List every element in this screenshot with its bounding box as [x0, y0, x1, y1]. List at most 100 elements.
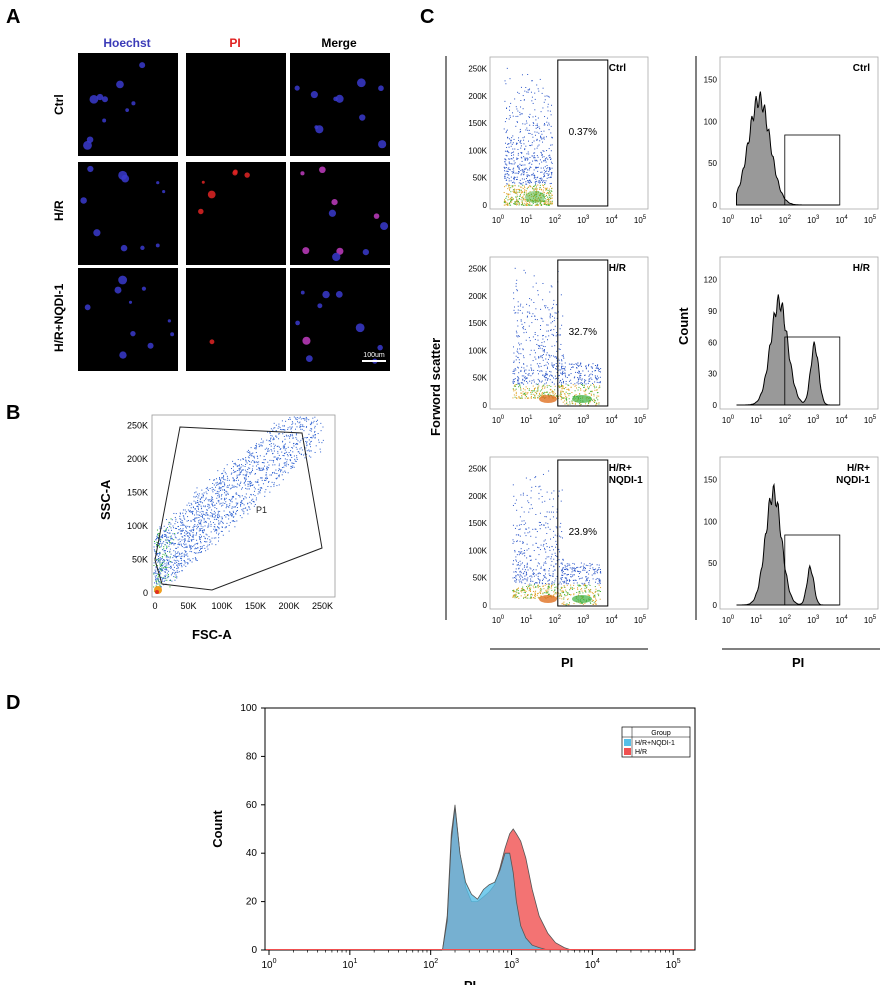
scatter-y-tick: 100K: [468, 346, 487, 355]
y-tick-label: 50K: [132, 555, 148, 565]
gate-percent: 0.37%: [569, 127, 597, 138]
x-tick-label: 100: [722, 415, 735, 425]
scatter-y-tick: 0: [483, 601, 488, 610]
x-tick-label: 100: [492, 415, 505, 425]
hist-group-label: H/R: [853, 263, 871, 274]
y-tick-label: 80: [246, 751, 258, 762]
y-tick-label: 40: [246, 848, 258, 859]
x-tick-label: 104: [605, 215, 618, 225]
x-tick-label: 103: [807, 415, 820, 425]
scatter-y-tick: 250K: [468, 464, 487, 473]
panel-a-row-label: H/R: [52, 200, 66, 221]
scatter-group-label: H/R: [609, 263, 627, 274]
micrograph: [78, 162, 178, 265]
x-tick-label: 101: [520, 415, 533, 425]
x-tick-label: 250K: [312, 601, 333, 611]
scatter-y-tick: 100K: [468, 546, 487, 555]
gate-percent: 23.9%: [569, 527, 597, 538]
x-tick-label: 104: [835, 615, 848, 625]
x-tick-label: 104: [605, 615, 618, 625]
series-area: [442, 807, 565, 951]
scatter-group-label: Ctrl: [609, 63, 626, 74]
y-tick-label: 0: [251, 945, 257, 956]
x-tick-label: 101: [750, 415, 763, 425]
panel-a-col-merge: Merge: [321, 36, 357, 50]
x-tick-label: 101: [342, 958, 357, 971]
x-tick-label: 105: [864, 415, 877, 425]
y-tick-label: 60: [246, 800, 258, 811]
scatter-y-tick: 50K: [473, 574, 488, 583]
x-tick-label: 104: [585, 958, 600, 971]
hist-y-tick: 90: [708, 307, 717, 316]
x-tick-label: 102: [779, 415, 792, 425]
x-tick-label: 104: [835, 215, 848, 225]
x-tick-label: 100: [722, 215, 735, 225]
micrograph: [186, 268, 286, 371]
x-tick-label: 101: [750, 615, 763, 625]
hist-y-tick: 0: [713, 601, 718, 610]
scatter-group-label-2: NQDI-1: [609, 475, 643, 486]
hist-y-tick: 150: [704, 76, 718, 85]
scatter-y-tick: 150K: [468, 119, 487, 128]
hist-y-tick: 100: [704, 517, 718, 526]
scatter-y-tick: 200K: [468, 292, 487, 301]
scatter-y-tick: 200K: [468, 492, 487, 501]
hist-y-tick: 50: [708, 559, 717, 568]
gate-percent: 32.7%: [569, 327, 597, 338]
scatter-y-tick: 50K: [473, 174, 488, 183]
micrograph: [186, 162, 286, 265]
x-tick-label: 102: [423, 958, 438, 971]
panel-a-col-pi: PI: [229, 36, 241, 50]
panel-a-col-hoechst: Hoechst: [103, 36, 151, 50]
legend: [621, 726, 691, 758]
x-tick-label: 105: [634, 415, 647, 425]
legend-swatch: [624, 739, 631, 746]
x-tick-label: 101: [750, 215, 763, 225]
x-tick-label: 101: [520, 615, 533, 625]
scatter-y-tick: 0: [483, 201, 488, 210]
micrograph: [78, 268, 178, 371]
x-tick-label: 0: [152, 601, 157, 611]
x-tick-label: 102: [549, 215, 562, 225]
scatter-y-tick: 50K: [473, 374, 488, 383]
scatter-y-tick: 150K: [468, 319, 487, 328]
legend-entry: H/R+NQDI-1: [635, 740, 675, 747]
x-tick-label: 100: [492, 215, 505, 225]
panel-c-scatter-xlabel: PI: [561, 655, 574, 670]
hist-y-tick: 0: [713, 401, 718, 410]
panel-c-hist-ylabel: Count: [676, 307, 691, 345]
y-tick-label: 0: [143, 588, 148, 598]
scatter-y-tick: 150K: [468, 519, 487, 528]
panel-label-a: A: [6, 6, 21, 28]
scatter-y-tick: 250K: [468, 264, 487, 273]
x-tick-label: 105: [634, 615, 647, 625]
x-tick-label: 200K: [278, 601, 299, 611]
x-tick-label: 103: [577, 415, 590, 425]
x-tick-label: 105: [864, 215, 877, 225]
micrograph: [186, 53, 286, 156]
x-tick-label: 102: [779, 215, 792, 225]
panel-label-b: B: [6, 402, 21, 424]
panel-label-c: C: [420, 6, 435, 28]
legend-entry: H/R: [635, 749, 647, 756]
scale-bar-label: 100um: [363, 352, 385, 359]
legend-swatch: [624, 748, 631, 755]
y-axis-label: Count: [210, 810, 225, 848]
y-tick-label: 100: [240, 703, 257, 714]
hist-y-tick: 60: [708, 338, 717, 347]
micrograph: [78, 53, 178, 156]
y-tick-label: 100K: [127, 521, 148, 531]
x-tick-label: 105: [666, 958, 681, 971]
hist-group-label: Ctrl: [853, 63, 870, 74]
gate-label: P1: [256, 505, 267, 515]
x-tick-label: 100: [722, 615, 735, 625]
micrograph: 100um: [290, 268, 390, 371]
x-tick-label: 100K: [211, 601, 232, 611]
x-tick-label: 150K: [245, 601, 266, 611]
panel-c-scatter-ylabel: Forword scatter: [428, 337, 443, 436]
scatter-y-tick: 200K: [468, 92, 487, 101]
hist-y-tick: 0: [713, 201, 718, 210]
panel-b-scatter: P1 0 50K 100K 150K 200K 250K 0 50K 100K 150K 200K 25…: [127, 414, 336, 611]
x-tick-label: 102: [779, 615, 792, 625]
x-tick-label: 104: [835, 415, 848, 425]
